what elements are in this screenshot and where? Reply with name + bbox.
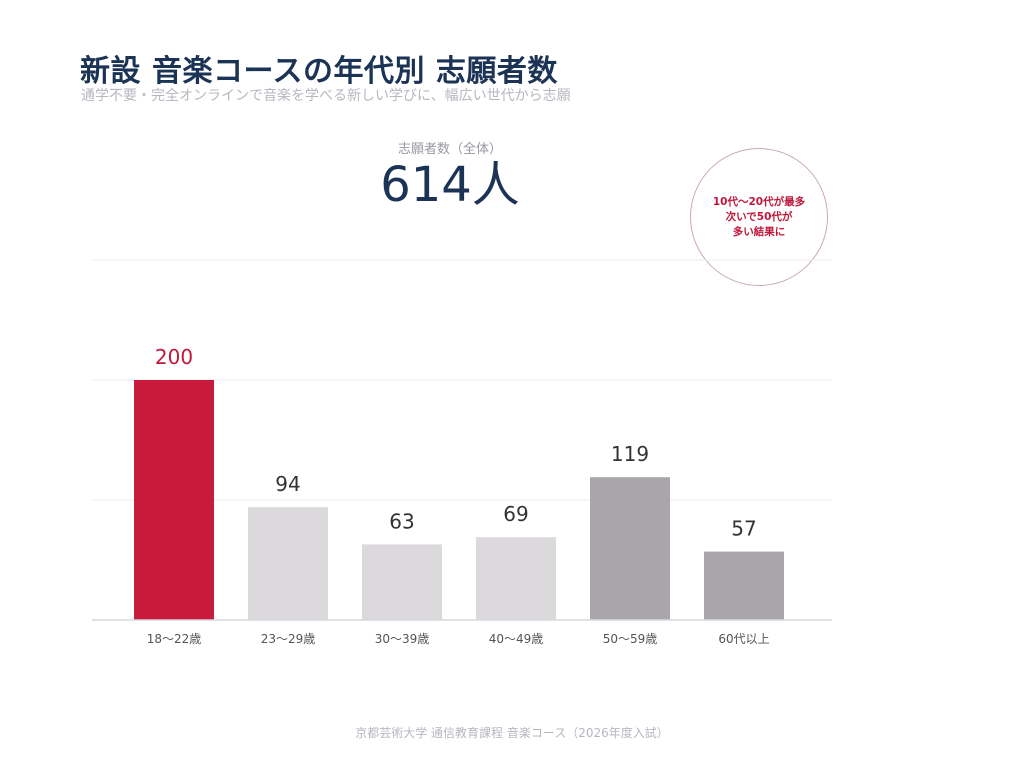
total-value: 614人 <box>380 157 520 213</box>
footer-source: 京都芸術大学 通信教育課程 音楽コース（2026年度入試） <box>355 726 669 740</box>
value-labels: 200 94 63 69 119 57 <box>155 345 757 541</box>
bar <box>248 507 328 620</box>
bar <box>134 380 214 620</box>
bar-value-label: 63 <box>389 509 414 533</box>
chart-title: 新設 音楽コースの年代別 志願者数 <box>80 54 558 89</box>
category-label: 23〜29歳 <box>261 632 316 646</box>
category-label: 50〜59歳 <box>603 632 658 646</box>
bars <box>134 380 784 620</box>
bar <box>476 537 556 620</box>
chart-subtitle: 通学不要・完全オンラインで音楽を学べる新しい学びに、幅広い世代から志願 <box>81 88 571 104</box>
bar-value-label: 94 <box>275 472 300 496</box>
category-label: 60代以上 <box>718 632 769 646</box>
bar-value-label: 200 <box>155 345 193 369</box>
category-label: 18〜22歳 <box>147 632 202 646</box>
grid-lines <box>92 259 832 501</box>
note-callout: 10代〜20代が最多 次いで50代が 多い結果に <box>690 148 828 286</box>
bar-value-label: 57 <box>731 517 756 541</box>
category-label: 30〜39歳 <box>375 632 430 646</box>
bar <box>362 544 442 620</box>
bar <box>590 477 670 620</box>
bar-value-label: 119 <box>611 442 649 466</box>
bar <box>704 551 784 620</box>
total-label: 志願者数（全体） <box>397 142 502 157</box>
note-text: 10代〜20代が最多 次いで50代が 多い結果に <box>712 195 806 238</box>
category-label: 40〜49歳 <box>489 632 544 646</box>
bar-value-label: 69 <box>503 502 528 526</box>
category-labels: 18〜22歳 23〜29歳 30〜39歳 40〜49歳 50〜59歳 60代以上 <box>147 632 770 646</box>
